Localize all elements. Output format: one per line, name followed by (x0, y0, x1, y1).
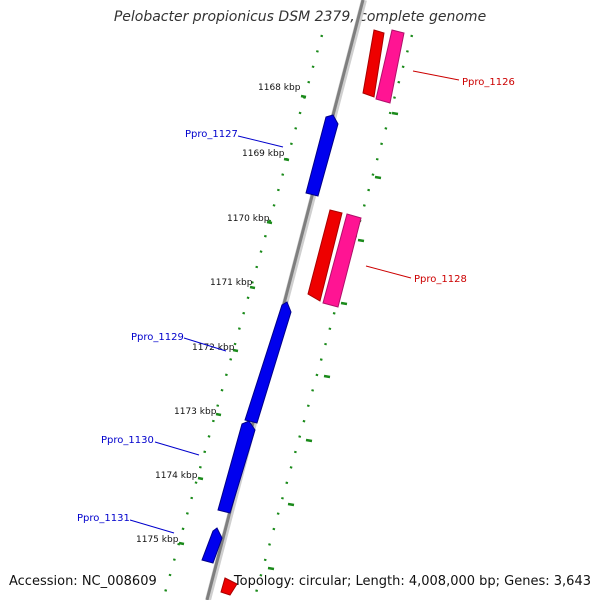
gene-ppro-1127-feature[interactable] (305, 114, 339, 197)
map-title: Pelobacter propionicus DSM 2379, complet… (113, 9, 487, 25)
gene-labels: Ppro_1126 Ppro_1127 Ppro_1128 Ppro_1129 … (77, 70, 515, 534)
gene-bottom-forward-feature[interactable] (220, 577, 238, 596)
gene-ppro-1126-feature[interactable] (362, 29, 405, 104)
gene-ppro-1129-feature[interactable] (244, 301, 292, 424)
inner-tick-track (161, 34, 324, 600)
gene-ppro-1128-feature[interactable] (307, 209, 362, 308)
outer-tick-track (252, 34, 414, 600)
inner-major-ticks (178, 94, 307, 546)
gene-label-ppro-1128[interactable]: Ppro_1128 (414, 274, 467, 285)
outer-major-ticks (267, 111, 399, 571)
tick-label: 1173 kbp (174, 407, 217, 417)
tick-label: 1170 kbp (227, 214, 270, 224)
tick-label: 1169 kbp (242, 149, 285, 159)
gene-label-ppro-1129[interactable]: Ppro_1129 (131, 332, 184, 343)
tick-label: 1172 kbp (192, 343, 235, 353)
tick-label: 1168 kbp (258, 83, 301, 93)
gene-ppro-1130-feature[interactable] (217, 420, 256, 514)
gene-label-ppro-1131[interactable]: Ppro_1131 (77, 513, 130, 524)
gene-label-ppro-1126[interactable]: Ppro_1126 (462, 77, 515, 88)
accession-text: Accession: NC_008609 (9, 574, 157, 589)
gene-label-ppro-1130[interactable]: Ppro_1130 (101, 435, 154, 446)
genome-summary-text: Topology: circular; Length: 4,008,000 bp… (233, 574, 591, 589)
tick-label: 1175 kbp (136, 535, 179, 545)
gene-ppro-1131-feature[interactable] (201, 527, 223, 564)
tick-label: 1171 kbp (210, 278, 253, 288)
tick-label: 1174 kbp (155, 471, 198, 481)
tick-labels: 1168 kbp 1169 kbp 1170 kbp 1171 kbp 1172… (136, 83, 301, 545)
gene-label-ppro-1127[interactable]: Ppro_1127 (185, 129, 238, 140)
